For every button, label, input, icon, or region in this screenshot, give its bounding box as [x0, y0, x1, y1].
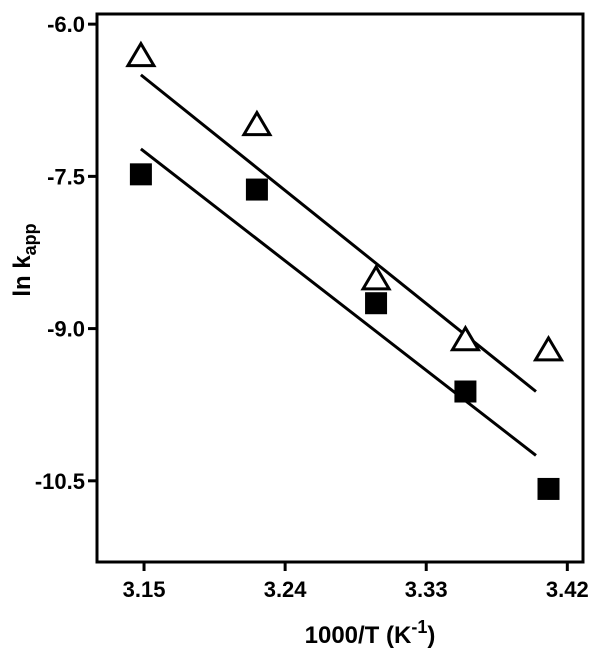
y-tick-label: -7.5	[47, 164, 85, 189]
fit-lines	[139, 73, 537, 457]
y-axis-ticks: -6.0 -7.5 -9.0 -10.5	[35, 12, 97, 494]
square-marker	[245, 178, 268, 201]
triangle-marker	[125, 40, 157, 68]
square-marker	[537, 477, 560, 500]
x-axis-ticks: 3.15 3.24 3.33 3.42	[123, 562, 589, 602]
triangle-marker	[241, 109, 273, 137]
x-tick-label: 3.15	[123, 577, 166, 602]
y-tick-label: -6.0	[47, 12, 85, 37]
y-tick-label: -10.5	[35, 469, 85, 494]
data-points	[125, 40, 565, 500]
x-tick-label: 3.42	[546, 577, 589, 602]
square-marker	[129, 163, 152, 186]
triangle-marker	[532, 334, 565, 362]
square-marker	[365, 292, 388, 315]
y-tick-label: -9.0	[47, 317, 85, 342]
triangle-marker	[360, 263, 392, 291]
fit-line	[139, 147, 537, 457]
x-tick-label: 3.33	[405, 577, 448, 602]
x-tick-label: 3.24	[264, 577, 308, 602]
plot-frame	[95, 12, 585, 564]
y-axis-title: ln kapp	[9, 223, 40, 296]
x-axis-title: 1000/T (K-1)	[305, 617, 436, 649]
square-marker	[454, 380, 477, 403]
triangle-marker	[449, 324, 482, 352]
